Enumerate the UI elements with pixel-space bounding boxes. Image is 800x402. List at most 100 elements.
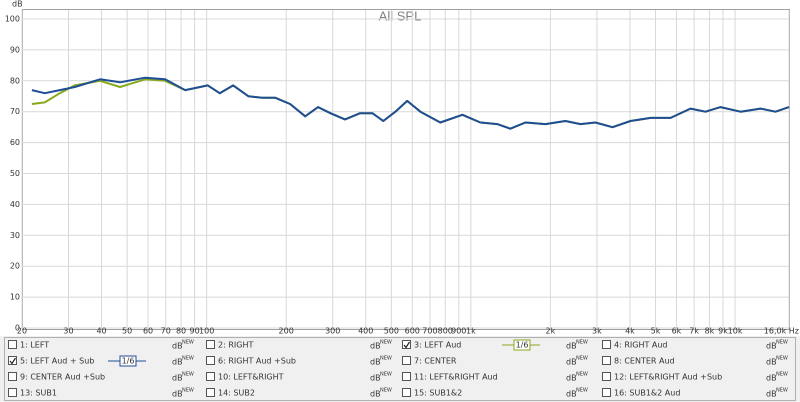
legend-label: 11: LEFT&RIGHT Aud xyxy=(414,373,498,382)
checkbox[interactable] xyxy=(402,372,411,381)
legend-label: 14: SUB2 xyxy=(218,389,255,398)
unit-label[interactable]: dB xyxy=(766,374,777,383)
checkbox[interactable] xyxy=(602,356,611,365)
unit-tag: NEW xyxy=(182,356,194,362)
x-tick-label: 5k xyxy=(651,327,661,336)
checkbox[interactable] xyxy=(8,356,17,365)
checkbox[interactable] xyxy=(206,388,215,397)
checkmark xyxy=(9,357,17,365)
graph-background xyxy=(0,0,800,336)
y-tick-label: 20 xyxy=(10,262,20,271)
legend-label: 3: LEFT Aud xyxy=(414,341,461,350)
smoothing-label: 1/6 xyxy=(122,357,135,366)
legend-label: 12: LEFT&RIGHT Aud +Sub xyxy=(614,373,722,382)
legend-label: 13: SUB1 xyxy=(20,389,57,398)
checkbox[interactable] xyxy=(206,372,215,381)
unit-label[interactable]: dB xyxy=(172,374,183,383)
unit-tag: NEW xyxy=(182,372,194,378)
x-tick-label: 80 xyxy=(176,327,186,336)
unit-tag: NEW xyxy=(380,340,392,346)
unit-label[interactable]: dB xyxy=(566,374,577,383)
y-tick-label: 0 xyxy=(15,324,20,333)
x-tick-label: 16,0k Hz xyxy=(764,327,799,336)
checkbox[interactable] xyxy=(402,340,411,349)
legend-label: 6: RIGHT Aud +Sub xyxy=(218,357,296,366)
x-tick-label: 400 xyxy=(358,327,373,336)
unit-label[interactable]: dB xyxy=(370,374,381,383)
unit-label[interactable]: dB xyxy=(172,342,183,351)
chart-title: All SPL xyxy=(379,8,422,23)
unit-label[interactable]: dB xyxy=(370,390,381,399)
unit-label[interactable]: dB xyxy=(172,358,183,367)
x-tick-label: 700 xyxy=(422,327,437,336)
y-tick-label: 10 xyxy=(10,293,20,302)
y-tick-label: 70 xyxy=(10,107,20,116)
legend-label: 9: CENTER Aud +Sub xyxy=(20,373,105,382)
unit-tag: NEW xyxy=(380,388,392,394)
smoothing-box[interactable] xyxy=(119,355,137,367)
unit-tag: NEW xyxy=(776,340,788,346)
x-tick-label: 100 xyxy=(199,327,214,336)
y-tick-label: 100 xyxy=(5,15,20,24)
x-tick-label: 900 xyxy=(451,327,466,336)
unit-tag: NEW xyxy=(776,356,788,362)
unit-label[interactable]: dB xyxy=(566,358,577,367)
x-tick-label: 90 xyxy=(189,327,199,336)
unit-label[interactable]: dB xyxy=(566,390,577,399)
checkbox[interactable] xyxy=(8,388,17,397)
legend-label: 15: SUB1&2 xyxy=(414,389,462,398)
unit-tag: NEW xyxy=(576,388,588,394)
x-tick-label: 70 xyxy=(161,327,171,336)
checkbox[interactable] xyxy=(602,388,611,397)
legend-panel xyxy=(4,337,796,401)
unit-label[interactable]: dB xyxy=(766,390,777,399)
x-tick-label: 3k xyxy=(592,327,602,336)
checkbox[interactable] xyxy=(206,340,215,349)
x-tick-label: 7k xyxy=(689,327,699,336)
x-tick-label: 500 xyxy=(384,327,399,336)
x-tick-label: 30 xyxy=(63,327,73,336)
x-tick-label: 200 xyxy=(279,327,294,336)
legend-label: 5: LEFT Aud + Sub xyxy=(20,357,94,366)
unit-tag: NEW xyxy=(380,372,392,378)
legend-label: 7: CENTER xyxy=(414,357,457,366)
x-tick-label: 60 xyxy=(143,327,153,336)
checkbox[interactable] xyxy=(602,340,611,349)
unit-label[interactable]: dB xyxy=(766,342,777,351)
y-axis-label: dB xyxy=(12,0,23,9)
x-tick-label: 40 xyxy=(96,327,106,336)
legend-label: 8: CENTER Aud xyxy=(614,357,675,366)
legend-label: 4: RIGHT Aud xyxy=(614,341,668,350)
x-tick-label: 4k xyxy=(625,327,635,336)
x-tick-label: 800 xyxy=(438,327,453,336)
legend-label: 2: RIGHT xyxy=(218,341,253,350)
smoothing-box[interactable] xyxy=(513,339,531,351)
unit-label[interactable]: dB xyxy=(566,342,577,351)
legend-label: 16: SUB1&2 Aud xyxy=(614,389,680,398)
x-tick-label: 300 xyxy=(325,327,340,336)
unit-tag: NEW xyxy=(576,372,588,378)
checkbox[interactable] xyxy=(402,356,411,365)
unit-label[interactable]: dB xyxy=(370,358,381,367)
unit-tag: NEW xyxy=(776,388,788,394)
unit-label[interactable]: dB xyxy=(172,390,183,399)
x-tick-label: 2k xyxy=(546,327,556,336)
x-tick-label: 6k xyxy=(672,327,682,336)
unit-tag: NEW xyxy=(380,356,392,362)
legend-label: 10: LEFT&RIGHT xyxy=(218,373,284,382)
checkbox[interactable] xyxy=(8,340,17,349)
y-tick-label: 50 xyxy=(10,169,20,178)
checkbox[interactable] xyxy=(206,356,215,365)
x-tick-label: 8k xyxy=(705,327,715,336)
x-tick-label: 50 xyxy=(122,327,132,336)
checkbox[interactable] xyxy=(602,372,611,381)
checkbox[interactable] xyxy=(402,388,411,397)
unit-tag: NEW xyxy=(182,340,194,346)
unit-label[interactable]: dB xyxy=(766,358,777,367)
y-tick-label: 60 xyxy=(10,138,20,147)
x-tick-label: 20 xyxy=(17,327,27,336)
unit-label[interactable]: dB xyxy=(370,342,381,351)
checkbox[interactable] xyxy=(8,372,17,381)
unit-tag: NEW xyxy=(576,340,588,346)
